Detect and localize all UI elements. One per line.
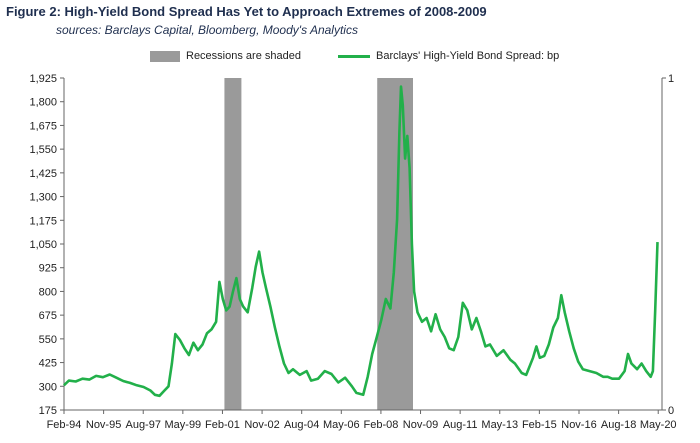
legend-swatch-recessions — [150, 50, 180, 62]
y-tick-label-10: 1,425 — [29, 168, 57, 180]
y-tick-label-12: 1,675 — [29, 120, 57, 132]
y-right-tick-label-0: 0 — [668, 405, 674, 417]
legend-item-spread: Barclays' High-Yield Bond Spread: bp — [338, 50, 559, 62]
y-tick-label-8: 1,175 — [29, 215, 57, 227]
legend-label-recessions: Recessions are shaded — [186, 50, 301, 62]
legend-item-recessions: Recessions are shaded — [150, 50, 301, 62]
y-tick-label-5: 800 — [39, 286, 57, 298]
x-tick-label-1: Nov-95 — [86, 419, 121, 431]
legend-label-spread: Barclays' High-Yield Bond Spread: bp — [376, 50, 560, 62]
x-tick-label-5: Nov-02 — [244, 419, 279, 431]
x-tick-label-13: Nov-16 — [561, 419, 596, 431]
chart-sources: sources: Barclays Capital, Bloomberg, Mo… — [56, 23, 358, 37]
legend-swatch-spread — [338, 54, 370, 58]
y-tick-label-14: 1,925 — [29, 73, 57, 85]
x-tick-label-11: May-13 — [481, 419, 518, 431]
y-tick-label-0: 175 — [39, 405, 57, 417]
x-tick-label-12: Feb-15 — [522, 419, 557, 431]
x-tick-label-8: Feb-08 — [363, 419, 398, 431]
y-tick-label-11: 1,550 — [29, 144, 57, 156]
y-right-tick-label-1: 1 — [668, 73, 674, 85]
x-tick-label-15: May-20 — [640, 419, 677, 431]
y-tick-label-9: 1,300 — [29, 192, 57, 204]
y-tick-label-1: 300 — [39, 381, 57, 393]
y-tick-label-6: 925 — [39, 263, 57, 275]
x-tick-label-6: Aug-04 — [284, 419, 319, 431]
x-tick-label-9: Nov-09 — [403, 419, 438, 431]
x-tick-label-14: Aug-18 — [601, 419, 636, 431]
y-tick-label-13: 1,800 — [29, 97, 57, 109]
x-tick-label-4: Feb-01 — [205, 419, 240, 431]
x-tick-label-7: May-06 — [323, 419, 360, 431]
y-tick-label-3: 550 — [39, 334, 57, 346]
series-line-spread — [63, 85, 659, 398]
y-tick-label-4: 675 — [39, 310, 57, 322]
x-tick-label-0: Feb-94 — [47, 419, 82, 431]
y-tick-label-7: 1,050 — [29, 239, 57, 251]
x-tick-label-3: May-99 — [165, 419, 202, 431]
y-tick-label-2: 425 — [39, 358, 57, 370]
recession-band-0 — [224, 78, 242, 410]
x-tick-label-2: Aug-97 — [125, 419, 160, 431]
chart-title: Figure 2: High-Yield Bond Spread Has Yet… — [6, 4, 487, 19]
x-tick-label-10: Aug-11 — [443, 419, 478, 431]
